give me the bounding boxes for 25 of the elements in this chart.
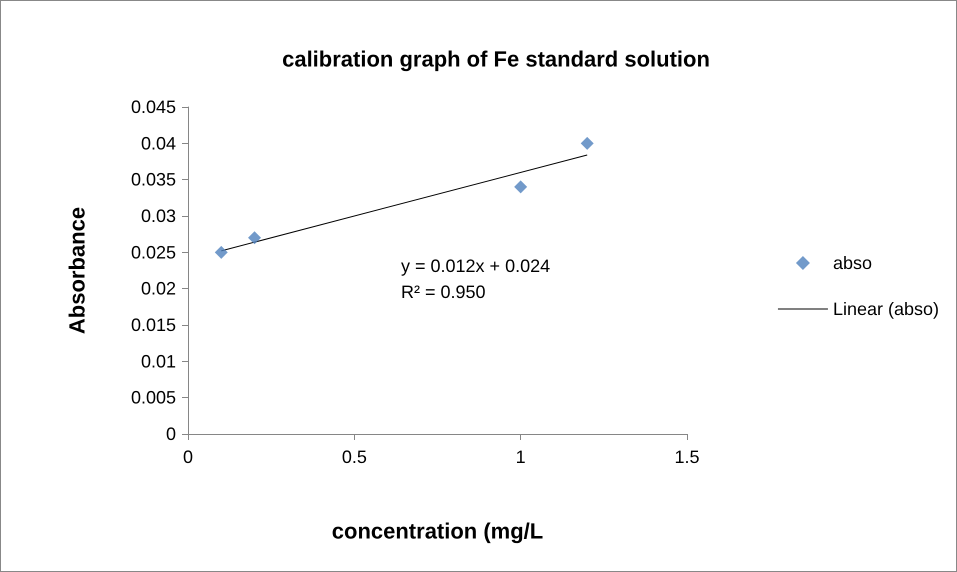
x-tick-label: 0 bbox=[182, 447, 194, 467]
y-tick-label: 0.035 bbox=[130, 170, 176, 190]
point bbox=[214, 246, 228, 259]
y-tick-label: 0.005 bbox=[130, 388, 176, 408]
point bbox=[580, 136, 594, 150]
y-tick-label: 0.04 bbox=[140, 133, 176, 154]
x-tick-label: 1.5 bbox=[674, 447, 700, 467]
y-tick-label: 0 bbox=[166, 424, 176, 444]
y-tick-label: 0.03 bbox=[140, 206, 176, 226]
y-tick-label: 0.02 bbox=[140, 278, 176, 299]
y-axis-title: Absorbance bbox=[64, 206, 90, 334]
x-tick-label: 0.5 bbox=[342, 447, 367, 467]
legend-label: abso bbox=[832, 253, 872, 273]
x-tick-label: 1 bbox=[516, 447, 526, 467]
chart-title: calibration graph of Fe standard solution bbox=[282, 46, 710, 72]
annotation: y = 0.012x + 0.024 bbox=[400, 256, 550, 276]
x-axis-title: concentration (mg/L bbox=[332, 518, 544, 544]
y-tick-label: 0.025 bbox=[130, 242, 176, 262]
y-tick-label: 0.045 bbox=[130, 97, 176, 117]
annotation: R² = 0.950 bbox=[400, 282, 486, 302]
y-tick-label: 0.015 bbox=[130, 315, 176, 335]
point bbox=[248, 231, 262, 244]
point bbox=[514, 180, 528, 194]
y-tick-label: 0.01 bbox=[140, 351, 176, 372]
legend-label: Linear (abso) bbox=[832, 299, 940, 319]
